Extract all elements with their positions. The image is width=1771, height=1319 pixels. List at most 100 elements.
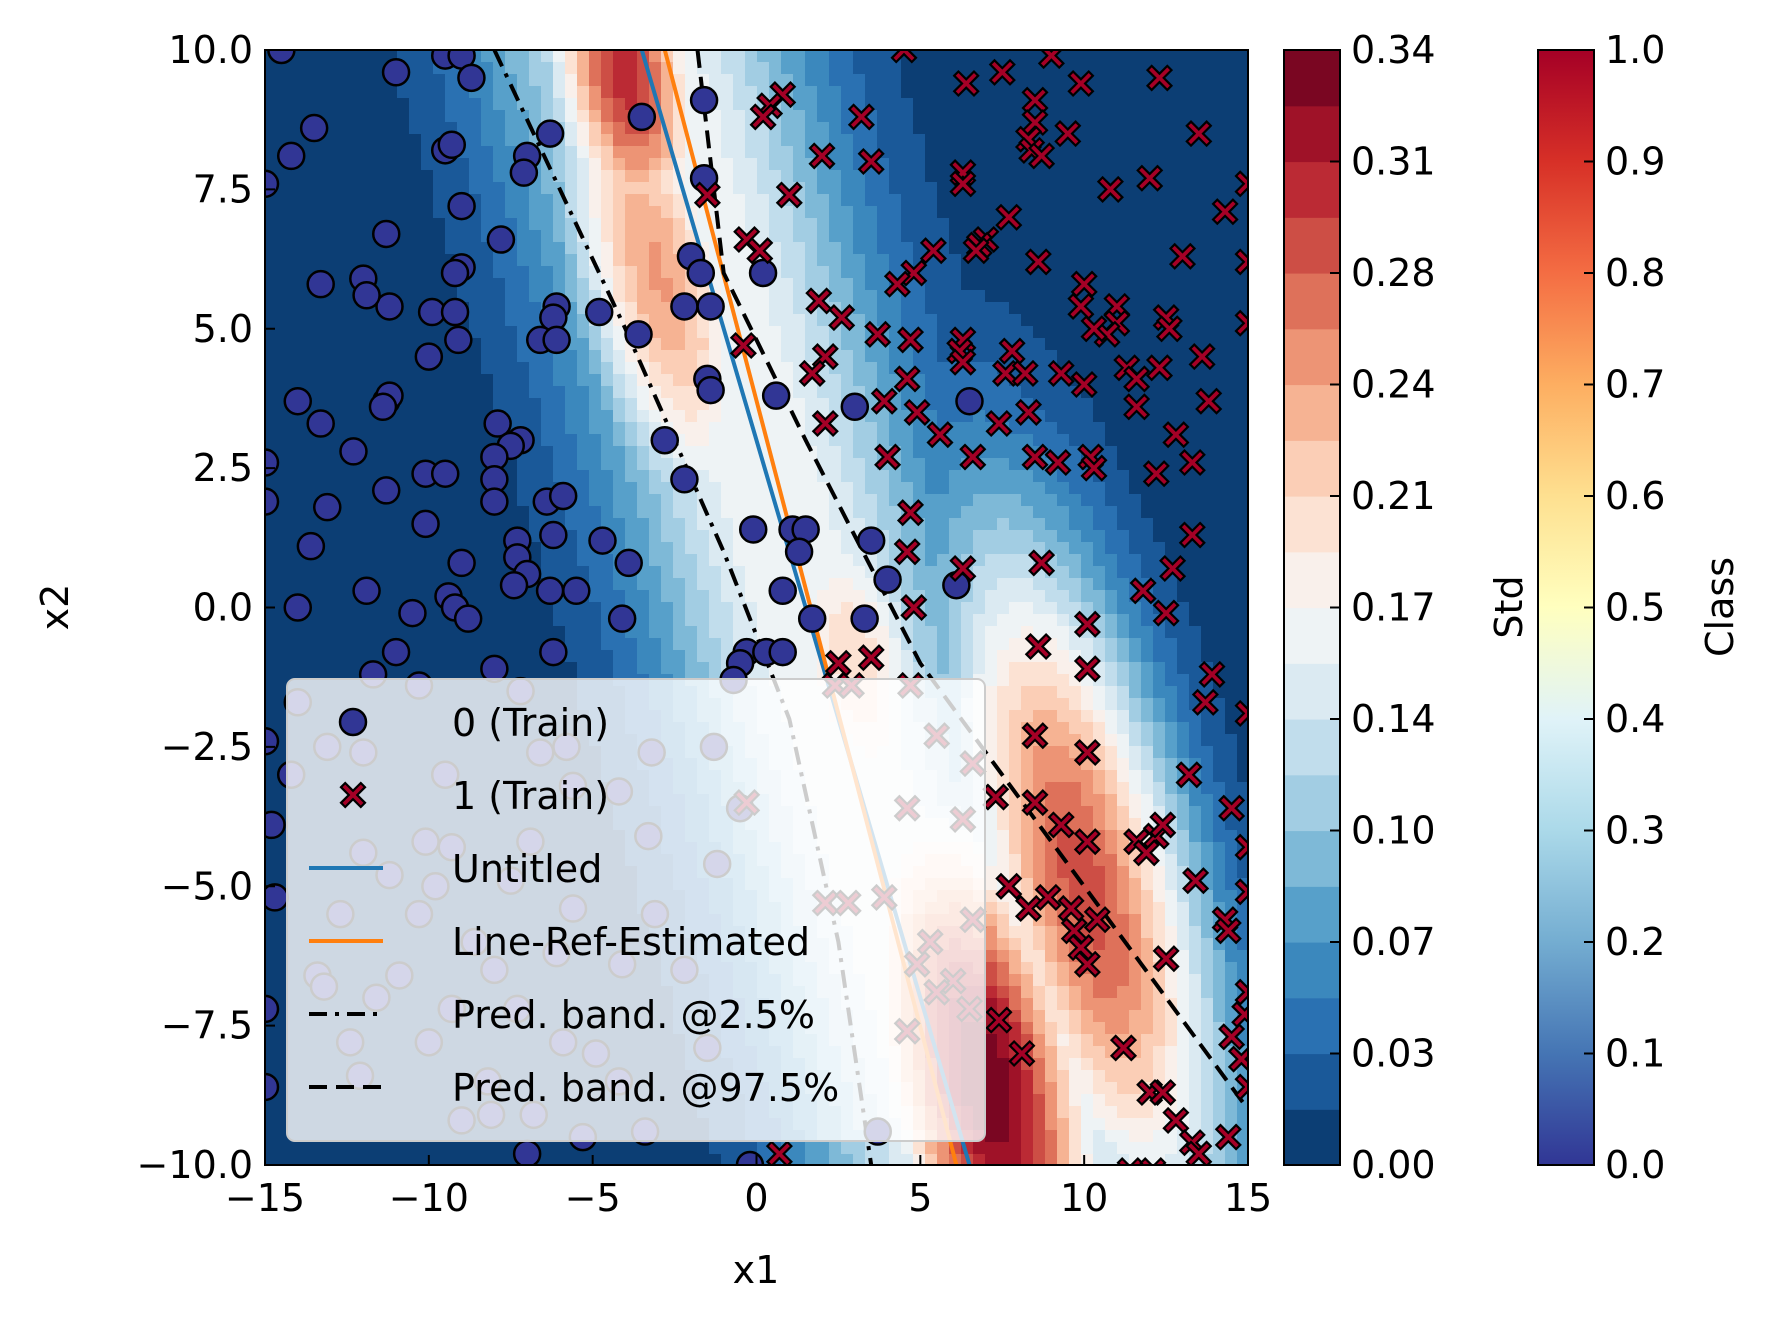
std-cell [721,458,734,471]
std-cell [601,62,614,75]
std-cell [1093,134,1106,147]
std-cell [853,446,866,459]
std-cell [433,74,446,87]
std-cell [1009,578,1022,591]
std-cell [997,506,1010,519]
std-cell [1081,554,1094,567]
std-cell [529,230,542,243]
std-cell [673,278,686,291]
std-cell [565,434,578,447]
std-cell [1021,770,1034,783]
std-cell [805,662,818,675]
std-cell [1213,758,1226,771]
std-cell [1045,662,1058,675]
std-cell [781,302,794,315]
std-cell [889,110,902,123]
std-cell [277,170,290,183]
std-cell [841,518,854,531]
std-cell [1129,542,1142,555]
std-cell [457,638,470,651]
std-cell [925,398,938,411]
std-cell [505,314,518,327]
std-cell [721,494,734,507]
std-cell [709,614,722,627]
std-cell [1093,110,1106,123]
std-cell [1105,122,1118,135]
std-cell [757,314,770,327]
std-cell [637,626,650,639]
std-cell [1021,506,1034,519]
std-cell [1033,218,1046,231]
std-cell [517,494,530,507]
std-cell [721,254,734,267]
std-cell [493,266,506,279]
std-cell [769,206,782,219]
std-cell [733,194,746,207]
std-cell [769,158,782,171]
std-cell [1225,494,1238,507]
std-cell [1129,470,1142,483]
std-cell [733,410,746,423]
std-cell [661,350,674,363]
std-cell [973,494,986,507]
std-cell [1201,242,1214,255]
std-cell [1201,158,1214,171]
std-cell [949,410,962,423]
std-cell [985,326,998,339]
std-cell [361,422,374,435]
std-cell [997,230,1010,243]
std-cell [445,362,458,375]
std-cell [577,278,590,291]
std-cell [337,614,350,627]
std-cell [853,590,866,603]
std-cell [277,194,290,207]
std-cell [745,482,758,495]
std-cell [1057,578,1070,591]
std-cell [553,278,566,291]
std-cell [1081,194,1094,207]
std-cell [1189,278,1202,291]
std-cell [1045,710,1058,723]
std-cell [1153,734,1166,747]
std-cell [1117,614,1130,627]
std-cell [301,314,314,327]
std-cell [445,74,458,87]
std-cell [925,542,938,555]
std-cell [673,218,686,231]
std-cell [1093,230,1106,243]
std-cell [1081,230,1094,243]
std-cell [817,578,830,591]
std-cell [1093,302,1106,315]
std-cell [697,566,710,579]
std-cell [601,638,614,651]
std-cell [841,254,854,267]
std-cell [577,494,590,507]
std-cell [517,290,530,303]
std-cell [817,62,830,75]
std-cell [973,170,986,183]
std-cell [541,458,554,471]
std-cell [1153,710,1166,723]
std-cell [877,494,890,507]
std-cell [349,62,362,75]
std-cell [1165,710,1178,723]
std-cell [1045,230,1058,243]
std-cell [421,386,434,399]
std-cell [325,170,338,183]
std-cell [601,434,614,447]
std-cell [1237,50,1248,63]
std-cell [985,494,998,507]
std-cell [1165,290,1178,303]
std-cell [925,482,938,495]
std-cell [673,74,686,87]
std-cell [289,110,302,123]
std-cell [313,482,326,495]
std-cell [289,98,302,111]
std-cell [1045,578,1058,591]
std-cell [649,254,662,267]
std-cell [325,434,338,447]
std-cell [877,410,890,423]
std-cell [589,398,602,411]
std-cell [1129,194,1142,207]
std-cell [589,650,602,663]
